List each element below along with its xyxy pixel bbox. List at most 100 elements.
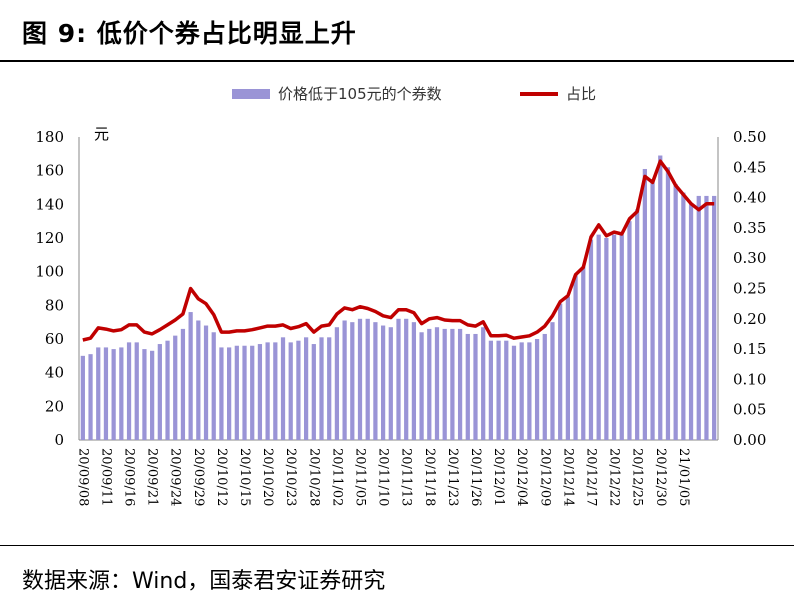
bar-5 [119, 347, 124, 440]
bar-28 [296, 340, 301, 440]
bar-39 [380, 325, 386, 440]
x-tick-label: 20/09/29 [191, 448, 206, 506]
bar-23 [257, 344, 263, 440]
right-tick-label: 0.35 [733, 219, 766, 237]
bar-10 [157, 344, 162, 440]
bar-17 [211, 332, 216, 440]
x-tick-label: 20/09/24 [168, 448, 183, 506]
bar-65 [581, 266, 586, 440]
bar-52 [481, 327, 486, 440]
bar-77 [673, 184, 678, 440]
bar-15 [196, 320, 201, 440]
bar-27 [288, 342, 293, 440]
bar-35 [350, 322, 355, 440]
left-tick-label: 180 [35, 128, 64, 146]
bar-9 [150, 350, 155, 440]
x-tick-label: 20/10/23 [283, 448, 298, 506]
right-tick-label: 0.15 [733, 340, 766, 358]
footer-divider [0, 545, 794, 546]
bar-30 [311, 344, 316, 440]
bar-6 [126, 342, 132, 440]
bar-36 [357, 318, 363, 440]
x-tick-label: 20/12/30 [653, 448, 668, 506]
x-tick-label: 20/09/11 [98, 448, 113, 506]
bar-82 [712, 195, 717, 440]
bar-68 [604, 238, 609, 440]
bar-62 [558, 303, 563, 440]
share-line [82, 159, 715, 342]
bar-25 [273, 342, 278, 440]
left-axis-unit: 元 [94, 125, 109, 143]
right-tick-label: 0.30 [733, 249, 766, 267]
bar-74 [650, 179, 655, 440]
bar-45 [427, 328, 432, 440]
bar-3 [103, 347, 109, 440]
left-tick-label: 40 [45, 364, 64, 382]
bar-24 [265, 342, 270, 440]
legend: 价格低于105元的个券数 占比 [232, 85, 596, 103]
chart: 0 20 40 60 80 100 120 140 160 180 0.00 0.05 0.10 0.15… [35, 85, 766, 506]
bar-43 [411, 322, 417, 440]
bar-20 [234, 345, 239, 440]
bar-44 [419, 332, 424, 440]
bar-48 [450, 328, 455, 440]
x-tick-label: 20/12/14 [560, 448, 575, 506]
bar-13 [180, 328, 186, 440]
bar-64 [573, 275, 578, 440]
bar-32 [327, 337, 332, 440]
bar-14 [188, 312, 193, 440]
bar-53 [488, 340, 494, 440]
right-tick-label: 0.00 [733, 431, 766, 449]
x-tick-label: 20/11/13 [399, 448, 414, 506]
bar-34 [342, 320, 347, 440]
bar-38 [373, 322, 378, 440]
x-tick-label: 20/12/04 [514, 448, 529, 506]
bar-60 [542, 333, 547, 440]
x-tick-label: 20/10/12 [214, 448, 229, 506]
bar-61 [550, 322, 555, 440]
bar-31 [319, 337, 324, 440]
bar-22 [250, 345, 255, 440]
bar-73 [642, 168, 647, 440]
bar-16 [203, 325, 209, 440]
bar-66 [588, 239, 594, 440]
left-tick-label: 100 [35, 263, 64, 281]
x-tick-label: 20/11/02 [329, 448, 344, 506]
left-tick-label: 20 [45, 397, 64, 415]
legend-line-label: 占比 [566, 85, 596, 103]
right-tick-label: 0.10 [733, 370, 766, 388]
bar-67 [596, 234, 601, 440]
x-tick-label: 21/01/05 [676, 448, 691, 506]
bar-0 [80, 355, 85, 440]
page-title: 图 9: 低价个券占比明显上升 [22, 19, 357, 48]
left-tick-label: 160 [35, 162, 64, 180]
bar-76 [665, 167, 671, 441]
right-tick-label: 0.25 [733, 280, 766, 298]
right-tick-label: 0.05 [733, 401, 766, 419]
bar-26 [280, 337, 286, 440]
left-tick-label: 0 [54, 431, 64, 449]
x-tick-label: 20/11/26 [468, 448, 483, 506]
x-tick-label: 20/10/15 [237, 448, 252, 506]
x-tick-label: 20/12/09 [537, 448, 552, 506]
bar-50 [465, 333, 470, 440]
bar-7 [134, 342, 139, 440]
x-tick-label: 20/11/05 [353, 448, 368, 506]
bar-56 [511, 345, 517, 440]
right-tick-label: 0.45 [733, 158, 766, 176]
bar-57 [519, 342, 524, 440]
x-tick-label: 20/09/16 [122, 448, 137, 506]
bar-58 [527, 342, 532, 440]
x-tick-label: 20/11/18 [422, 448, 437, 506]
legend-bar-label: 价格低于105元的个券数 [278, 85, 442, 103]
bar-33 [334, 327, 340, 440]
bar-42 [404, 318, 409, 440]
bar-80 [696, 195, 701, 440]
left-tick-label: 80 [45, 296, 64, 314]
x-tick-label: 20/09/21 [145, 448, 160, 506]
bar-40 [388, 327, 393, 440]
bar-37 [365, 318, 370, 440]
source-note: 数据来源：Wind，国泰君安证券研究 [22, 569, 386, 594]
x-tick-label: 20/11/23 [445, 448, 460, 506]
x-tick-label: 20/10/28 [306, 448, 321, 506]
